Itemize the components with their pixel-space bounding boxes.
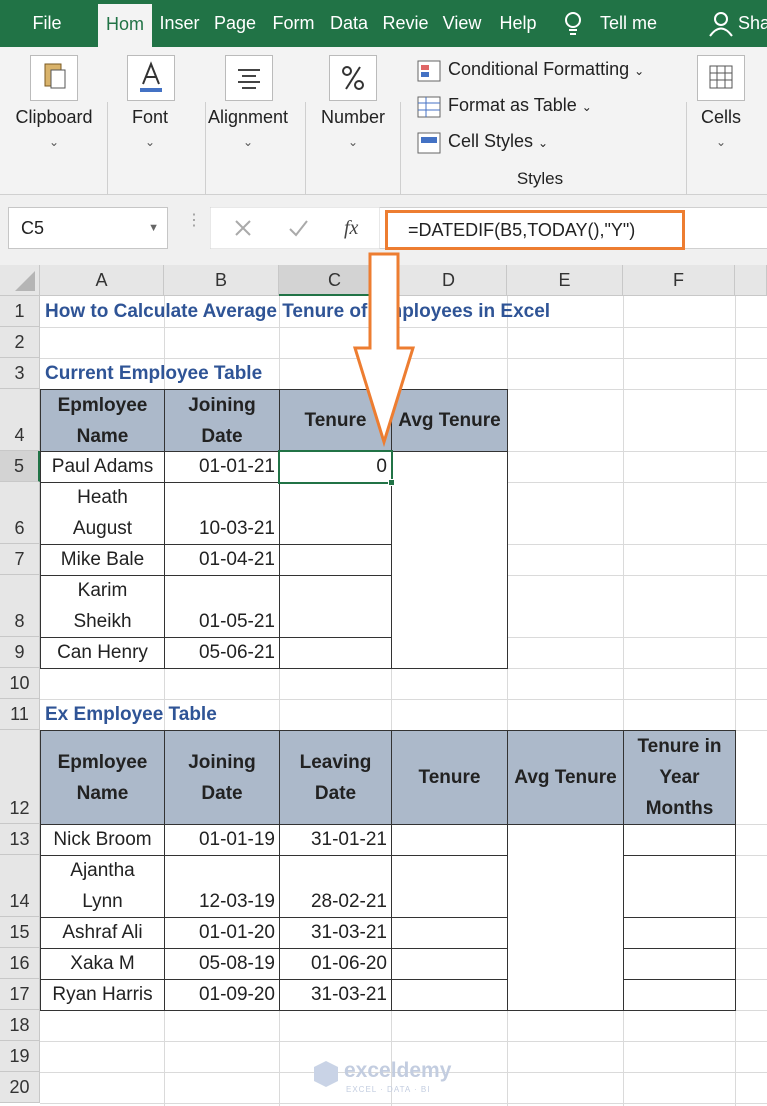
group-label: Font	[131, 107, 169, 127]
separator	[205, 102, 206, 232]
menu-label: Conditional Formatting	[448, 59, 630, 79]
group-label: Styles	[516, 169, 564, 188]
chevron: ⌄	[144, 135, 156, 149]
fx-label[interactable]: fx	[344, 217, 359, 239]
cells-icon[interactable]	[697, 55, 745, 101]
formula-buttons	[210, 207, 380, 249]
share-icon	[708, 11, 734, 37]
lightbulb-icon	[562, 10, 584, 38]
chevron: ⌄	[715, 135, 727, 149]
ribbon-tab[interactable]: Help	[499, 13, 537, 33]
ribbon-tab[interactable]: Form	[272, 13, 315, 33]
alignment-icon[interactable]	[225, 55, 273, 101]
ribbon-tab[interactable]: Revie	[382, 13, 429, 33]
share[interactable]: Sha	[738, 13, 767, 33]
style-icons	[417, 60, 441, 154]
formula-input[interactable]: =DATEDIF(B5,TODAY(),"Y")	[385, 210, 685, 250]
ribbon-tab[interactable]: Page	[213, 13, 257, 33]
separator	[305, 102, 306, 232]
arrow	[352, 252, 416, 448]
chevron: ⌄	[242, 135, 254, 149]
menu-item[interactable]: Conditional Formatting ⌄	[448, 59, 645, 79]
chevron: ⌄	[48, 135, 60, 149]
clipboard-icon[interactable]	[30, 55, 78, 101]
watermark-tagline: EXCEL · DATA · BI	[346, 1085, 430, 1094]
ribbon-tab[interactable]: Data	[329, 13, 369, 33]
menu-label: Format as Table	[448, 95, 577, 115]
group-label: Alignment	[207, 107, 289, 127]
icon	[342, 66, 364, 90]
group-label: Clipboard	[15, 107, 93, 127]
ribbon-tab[interactable]: View	[442, 13, 482, 33]
chevron: ⌄	[347, 135, 359, 149]
group-label: Cells	[700, 107, 741, 127]
name-box[interactable]: C5 ▼	[8, 207, 168, 249]
name-box-text: C5	[21, 218, 45, 238]
formula-input-bg	[380, 207, 767, 249]
ribbon: Clipboard ⌄ Font ⌄ Alignment ⌄ Number ⌄ …	[0, 47, 767, 232]
dots: ⋮	[186, 212, 202, 229]
icon	[238, 69, 260, 89]
watermark-brand: exceldemy	[344, 1059, 452, 1082]
menu-label: Cell Styles	[448, 131, 534, 151]
tell-me[interactable]: Tell me	[600, 13, 658, 33]
menu-item[interactable]: Format as Table ⌄	[448, 95, 592, 115]
watermark-logo	[314, 1061, 338, 1087]
separator	[686, 102, 687, 232]
icon	[44, 63, 66, 89]
separator	[107, 102, 108, 232]
icon	[140, 61, 162, 92]
ribbon-tab[interactable]: Hom	[98, 4, 152, 47]
group-label: Number	[320, 107, 386, 127]
font-icon[interactable]	[127, 55, 175, 101]
ribbon-tab[interactable]: Inser	[159, 13, 200, 33]
separator	[400, 102, 401, 232]
number-icon[interactable]	[329, 55, 377, 101]
ribbon-tab[interactable]: File	[32, 13, 62, 33]
icon	[709, 65, 733, 89]
menu-item[interactable]: Cell Styles ⌄	[448, 131, 549, 151]
tab-bar: File Hom Inser Page Form Data Revie View Help Tel…	[0, 0, 767, 47]
